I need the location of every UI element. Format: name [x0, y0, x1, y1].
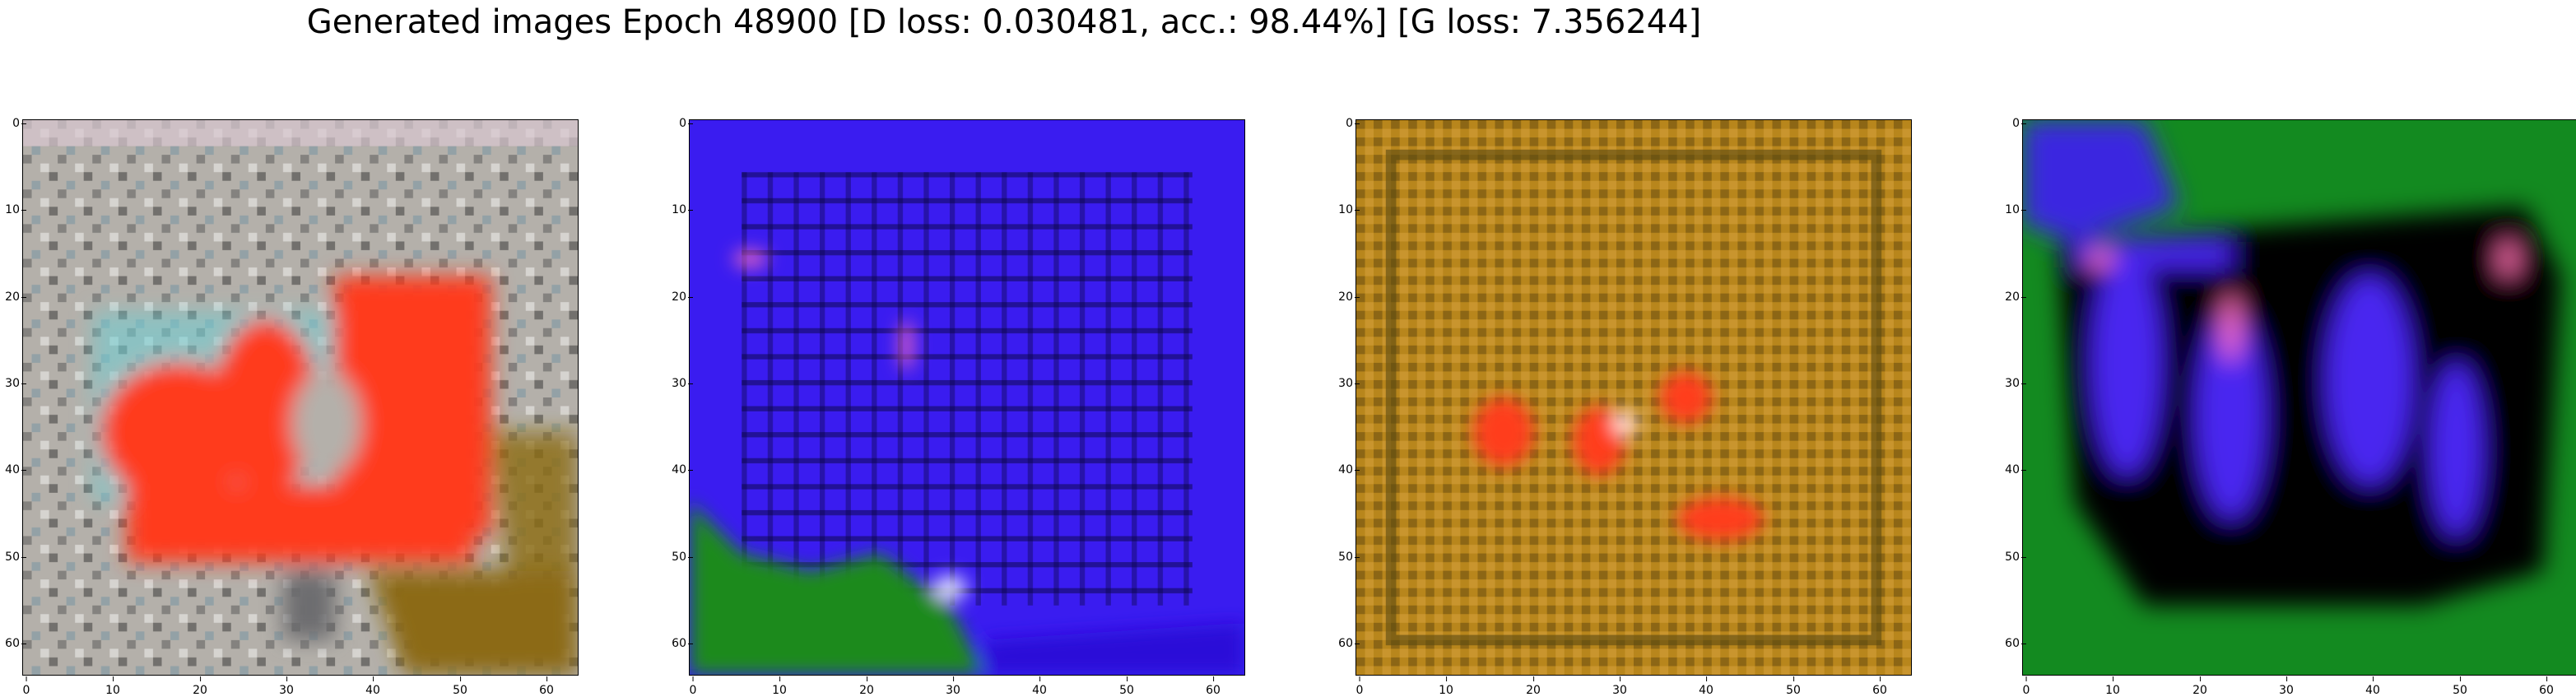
y-tick: 20: [1338, 290, 1360, 304]
x-tick: 10: [772, 676, 787, 697]
x-tick: 30: [1612, 676, 1627, 697]
y-tick: 40: [2005, 463, 2026, 476]
x-tick: 40: [365, 676, 380, 697]
image-axes-2: [689, 119, 1245, 676]
image-axes-1: [22, 119, 579, 676]
image-panel-3: 0 10 20 30 40 50 60 0 10 20 30 40 50 60: [1338, 117, 1915, 697]
y-tick: 60: [5, 637, 26, 650]
y-tick: 60: [1338, 637, 1360, 650]
y-tick: 0: [12, 117, 26, 130]
y-tick: 50: [1338, 551, 1360, 564]
y-tick: 10: [5, 203, 26, 216]
y-tick: 40: [5, 463, 26, 476]
image-panel-2: 0 10 20 30 40 50 60 0 10 20 30 40 50 60: [672, 117, 1248, 697]
y-tick: 60: [672, 637, 693, 650]
x-tick: 10: [105, 676, 120, 697]
generated-image-4: [2023, 120, 2576, 675]
image-panel-4: 0 10 20 30 40 50 60 0 10 20 30 40 50 60: [2005, 117, 2576, 697]
x-tick: 40: [1699, 676, 1713, 697]
x-tick: 0: [22, 676, 30, 697]
y-tick: 40: [1338, 463, 1360, 476]
y-tick: 20: [5, 290, 26, 304]
x-tick: 60: [1872, 676, 1887, 697]
y-tick: 0: [2012, 117, 2026, 130]
x-tick: 20: [859, 676, 874, 697]
y-tick: 10: [2005, 203, 2026, 216]
y-tick: 10: [672, 203, 693, 216]
x-tick: 60: [539, 676, 554, 697]
x-tick: 50: [2453, 676, 2467, 697]
x-tick: 50: [1786, 676, 1801, 697]
y-tick: 0: [679, 117, 693, 130]
figure-title: Generated images Epoch 48900 [D loss: 0.…: [306, 3, 1702, 41]
x-tick: 20: [2192, 676, 2207, 697]
generated-image-3: [1356, 120, 1911, 675]
y-tick: 30: [2005, 377, 2026, 390]
x-tick: 30: [2279, 676, 2294, 697]
y-tick: 20: [672, 290, 693, 304]
generated-image-2: [690, 120, 1244, 675]
x-tick: 20: [193, 676, 207, 697]
x-tick: 10: [1439, 676, 1453, 697]
y-tick: 60: [2005, 637, 2026, 650]
y-tick: 50: [5, 551, 26, 564]
y-tick: 50: [672, 551, 693, 564]
image-axes-4: [2022, 119, 2576, 676]
x-tick: 0: [1355, 676, 1364, 697]
x-tick: 50: [1119, 676, 1134, 697]
x-tick: 40: [1032, 676, 1047, 697]
x-tick: 10: [2105, 676, 2120, 697]
x-tick: 40: [2365, 676, 2380, 697]
x-tick: 0: [689, 676, 697, 697]
x-tick: 30: [946, 676, 960, 697]
x-tick: 0: [2022, 676, 2030, 697]
x-tick: 60: [2539, 676, 2554, 697]
x-tick: 60: [1206, 676, 1221, 697]
x-tick: 20: [1526, 676, 1541, 697]
y-tick: 30: [1338, 377, 1360, 390]
y-tick: 40: [672, 463, 693, 476]
x-tick: 50: [453, 676, 467, 697]
y-tick: 30: [672, 377, 693, 390]
x-tick: 30: [279, 676, 294, 697]
generated-image-1: [23, 120, 578, 675]
y-tick: 20: [2005, 290, 2026, 304]
y-tick: 10: [1338, 203, 1360, 216]
image-panel-1: 0 10 20 30 40 50 60 0 10 20 30 40 50 60: [5, 117, 582, 697]
image-axes-3: [1355, 119, 1912, 676]
y-tick: 30: [5, 377, 26, 390]
y-tick: 50: [2005, 551, 2026, 564]
y-tick: 0: [1346, 117, 1360, 130]
